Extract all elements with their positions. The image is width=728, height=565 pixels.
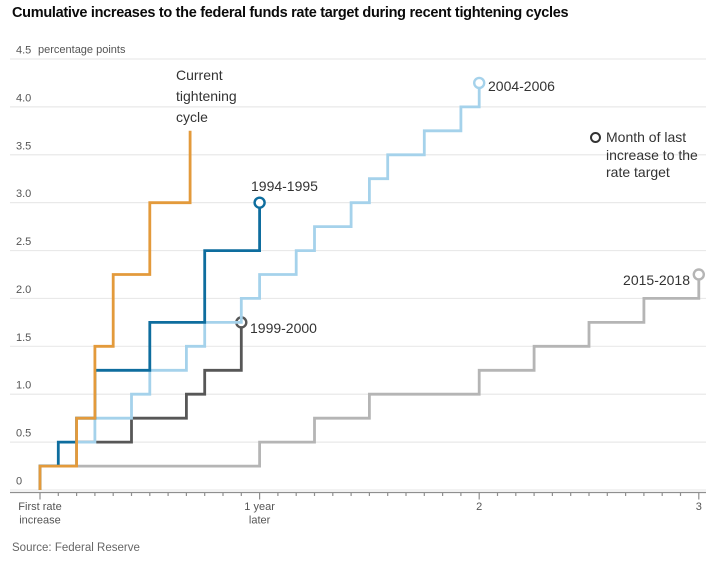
end-marker-1994-1995 xyxy=(253,196,266,209)
last-increase-marker-icon xyxy=(590,132,601,143)
end-marker-2015-2018 xyxy=(692,268,705,281)
annotation-2015-2018: 2015-2018 xyxy=(623,272,690,288)
x-axis-label: 3 xyxy=(696,501,702,513)
y-tick-label: 0.5 xyxy=(16,428,31,440)
annotation-1994-1995: 1994-1995 xyxy=(251,178,318,194)
y-tick-label: 2.0 xyxy=(16,284,31,296)
series-path-current-tightening-cycle xyxy=(38,130,192,490)
y-tick-label: 2.5 xyxy=(16,236,31,248)
y-tick-label: 3.5 xyxy=(16,140,31,152)
y-tick-label: 1.5 xyxy=(16,332,31,344)
annotation-2004-2006: 2004-2006 xyxy=(488,78,555,94)
y-tick-label: 1.0 xyxy=(16,380,31,392)
annotation-1999-2000: 1999-2000 xyxy=(250,320,317,336)
x-axis-label: 2 xyxy=(476,501,482,513)
y-tick-label: 0 xyxy=(16,476,22,488)
y-tick-label: 4.5 xyxy=(16,44,31,56)
y-tick-label: 3.0 xyxy=(16,188,31,200)
series-path-2015-2018 xyxy=(38,274,701,490)
source-note: Source: Federal Reserve xyxy=(12,542,140,554)
y-tick-label: 4.0 xyxy=(16,92,31,104)
y-axis-unit-label: percentage points xyxy=(38,44,126,56)
x-axis-label: First rate increase xyxy=(18,501,61,527)
end-marker-2004-2006 xyxy=(473,76,486,90)
legend-last-increase-note: Month of last increase to the rate targe… xyxy=(606,129,698,180)
chart-title: Cumulative increases to the federal fund… xyxy=(12,5,569,21)
annotation-current-cycle: Current tightening cycle xyxy=(176,67,237,125)
x-axis-label: 1 year later xyxy=(244,501,275,527)
series-path-2004-2006 xyxy=(38,82,481,490)
